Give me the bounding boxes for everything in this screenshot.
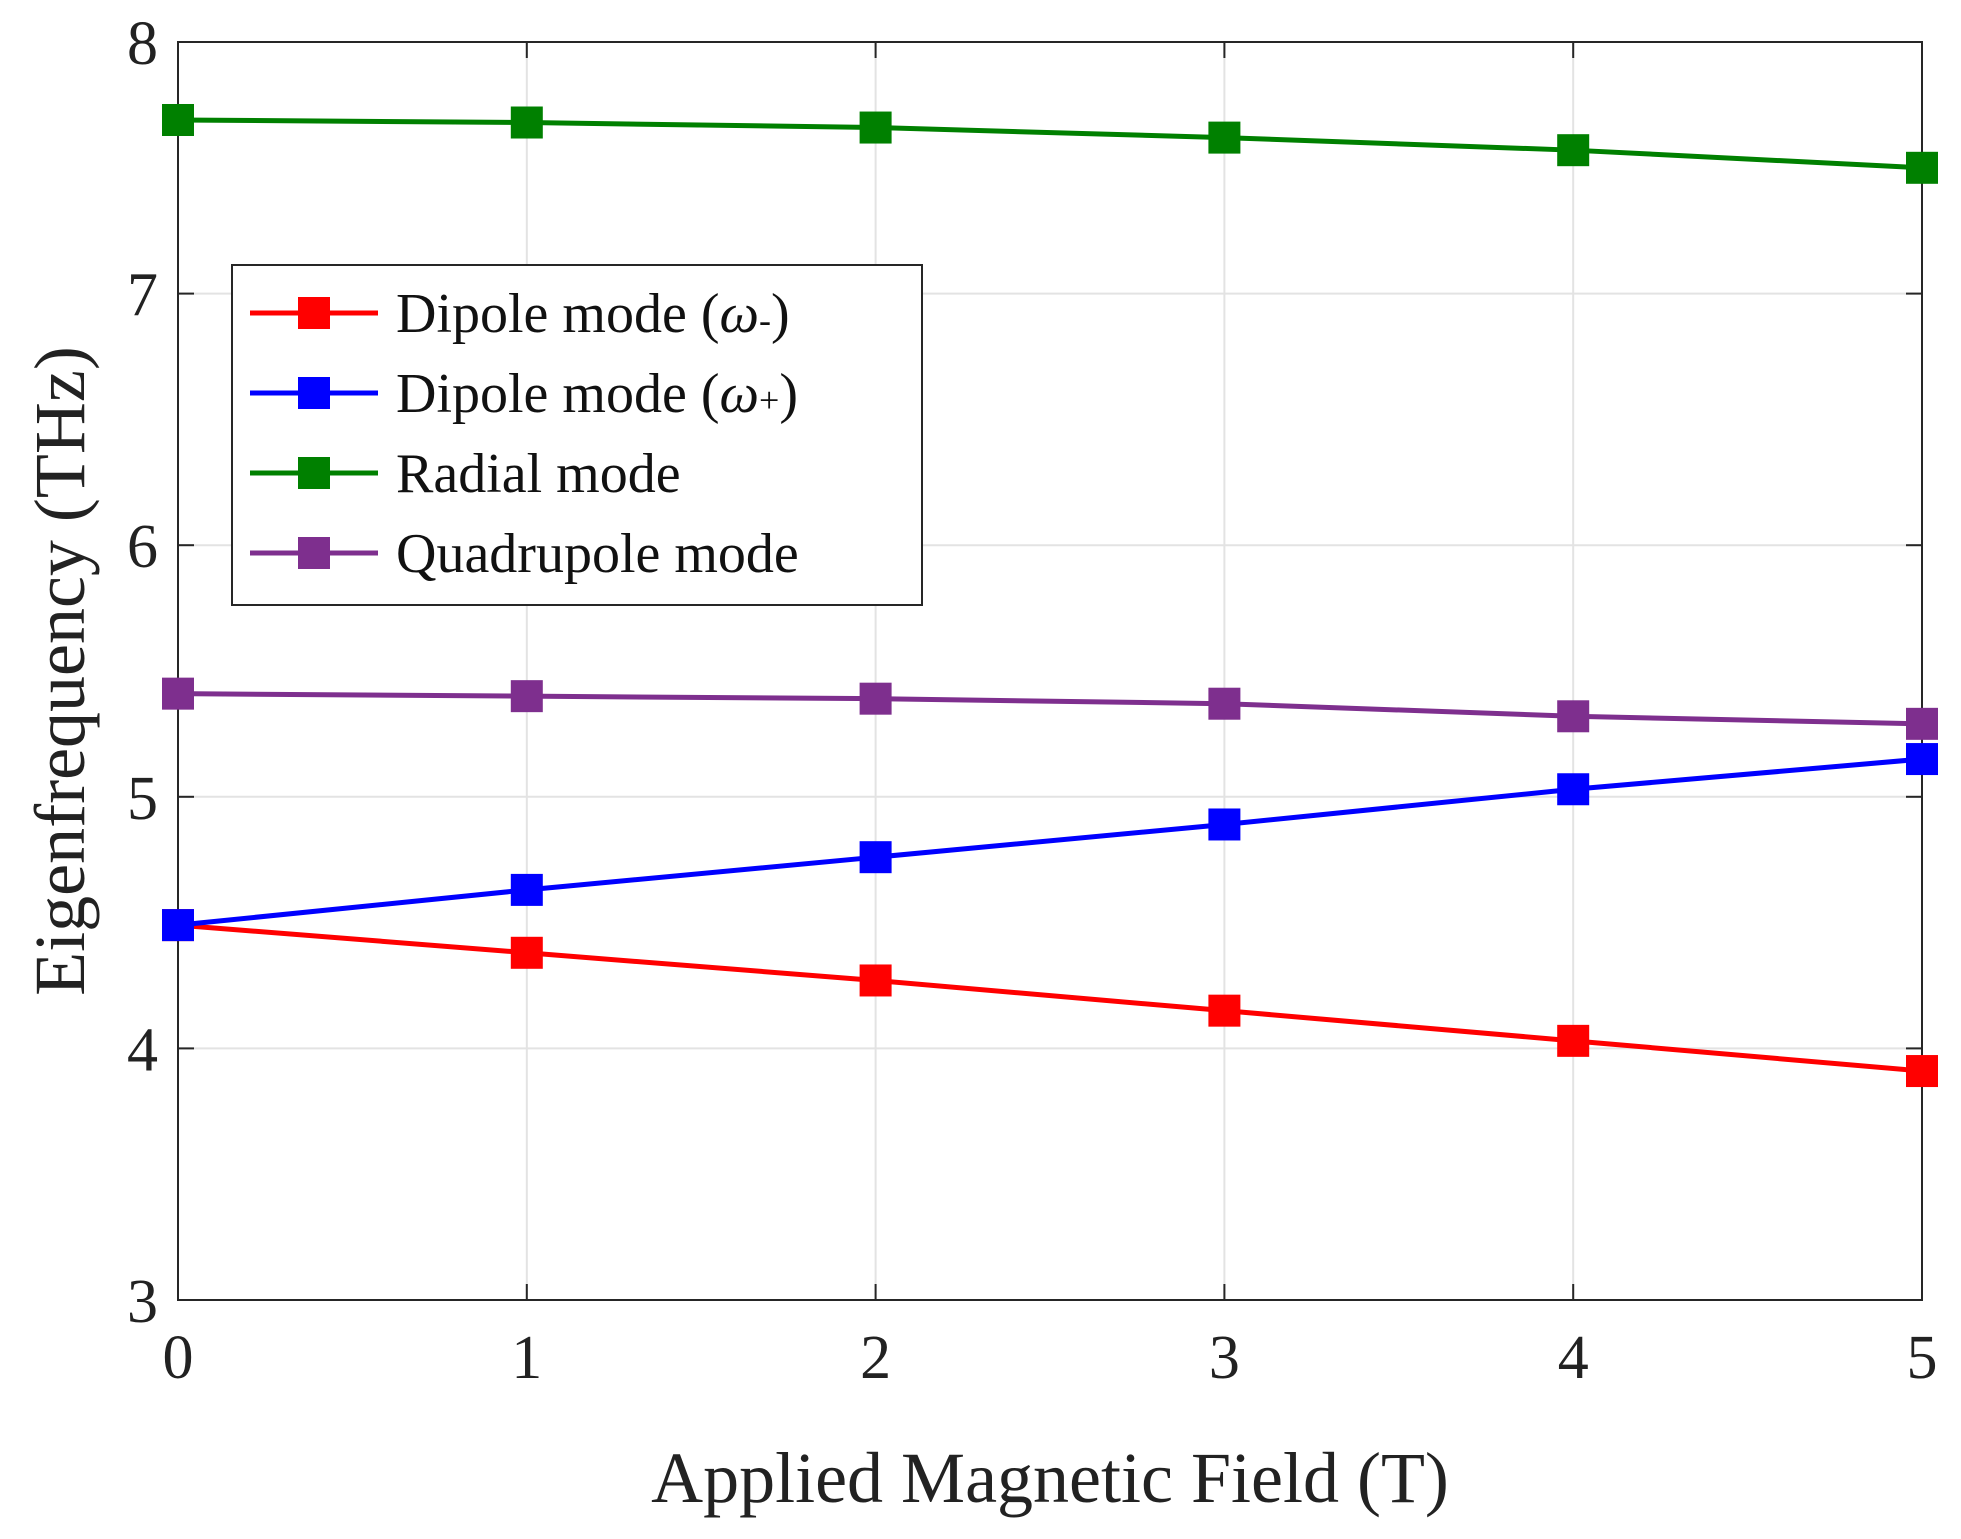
legend-label-subscript: - xyxy=(759,300,771,340)
legend-label: Quadrupole mode xyxy=(396,523,799,585)
legend-label-text: Radial mode xyxy=(396,443,681,505)
legend-entries: Dipole mode (ω-)Dipole mode (ω+)Radial m… xyxy=(250,283,799,585)
y-tick-label: 8 xyxy=(127,10,158,78)
y-tick-label: 6 xyxy=(127,513,158,581)
legend-entry: Dipole mode (ω-) xyxy=(250,283,790,345)
legend-label-close: ) xyxy=(771,283,790,345)
legend-label-text: Dipole mode ( xyxy=(396,363,719,425)
data-point xyxy=(859,964,892,997)
y-tick-label: 3 xyxy=(127,1268,158,1336)
data-point xyxy=(1906,151,1938,184)
x-axis-label: Applied Magnetic Field (T) xyxy=(651,1438,1449,1518)
legend-marker-swatch xyxy=(298,537,330,569)
legend-marker-swatch xyxy=(298,377,330,409)
legend: Dipole mode (ω-)Dipole mode (ω+)Radial m… xyxy=(231,264,923,606)
data-point xyxy=(510,106,543,139)
legend-label-text: Dipole mode ( xyxy=(396,283,719,345)
data-point xyxy=(1557,700,1590,733)
data-point xyxy=(1906,1055,1938,1088)
series-2 xyxy=(162,103,1938,184)
data-point xyxy=(859,111,892,144)
legend-label: Radial mode xyxy=(396,443,681,505)
legend-label-close: ) xyxy=(779,363,798,425)
series-group xyxy=(162,103,1938,1088)
x-tick-label: 4 xyxy=(1558,1324,1589,1392)
data-point xyxy=(1208,121,1241,154)
data-point xyxy=(1906,707,1938,740)
x-tick-label: 2 xyxy=(860,1324,891,1392)
legend-label: Dipole mode (ω+) xyxy=(396,363,798,425)
data-point xyxy=(1557,134,1590,167)
legend-box xyxy=(231,264,923,606)
data-point xyxy=(1557,773,1590,806)
legend-label-symbol: ω xyxy=(719,363,759,425)
series-3 xyxy=(162,677,1938,740)
x-tick-label: 5 xyxy=(1907,1324,1938,1392)
legend-entry: Dipole mode (ω+) xyxy=(250,363,798,425)
data-point xyxy=(859,841,892,874)
legend-marker-swatch xyxy=(298,457,330,489)
legend-label-symbol: ω xyxy=(719,283,759,345)
data-point xyxy=(859,682,892,715)
x-tick-label: 1 xyxy=(511,1324,542,1392)
data-point xyxy=(510,936,543,969)
series-line xyxy=(177,922,1923,1074)
series-line xyxy=(177,756,1923,928)
legend-label-subscript: + xyxy=(759,380,779,420)
series-line xyxy=(177,691,1923,727)
axis-ticks: 0 1 2 3 4 5 3 4 5 6 7 8 xyxy=(127,10,1938,1392)
data-point xyxy=(1208,808,1241,841)
series-line xyxy=(177,117,1923,171)
y-tick-label: 5 xyxy=(127,765,158,833)
data-point xyxy=(1557,1024,1590,1057)
legend-label: Dipole mode (ω-) xyxy=(396,283,790,345)
legend-marker-swatch xyxy=(298,297,330,329)
x-tick-label: 3 xyxy=(1209,1324,1240,1392)
data-point xyxy=(162,103,194,136)
legend-entry: Quadrupole mode xyxy=(250,523,799,585)
series-1 xyxy=(162,743,1938,942)
y-tick-label: 7 xyxy=(127,262,158,330)
plot-area-frame xyxy=(177,41,1923,1301)
data-point xyxy=(510,873,543,906)
data-point xyxy=(1208,687,1241,720)
y-axis-label: Eigenfrequency (THz) xyxy=(20,346,100,996)
data-point xyxy=(510,680,543,713)
data-point xyxy=(162,909,194,942)
y-tick-label: 4 xyxy=(127,1016,158,1084)
x-tick-label: 0 xyxy=(163,1324,194,1392)
data-point xyxy=(1208,994,1241,1027)
legend-label-text: Quadrupole mode xyxy=(396,523,799,585)
legend-entry: Radial mode xyxy=(250,443,681,505)
data-point xyxy=(162,677,194,710)
data-point xyxy=(1906,743,1938,776)
